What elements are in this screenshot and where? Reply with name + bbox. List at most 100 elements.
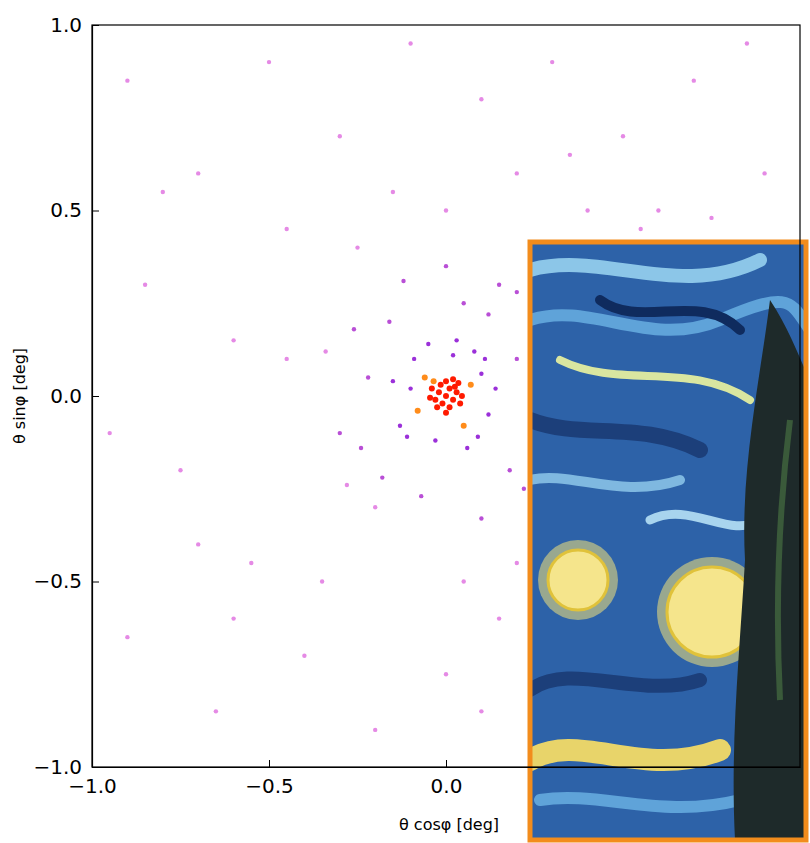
point [178, 468, 182, 472]
point [429, 386, 435, 392]
y-tick: −1.0 [33, 755, 99, 779]
painting-stroke [650, 514, 760, 526]
point [479, 516, 483, 520]
point [433, 438, 437, 442]
point [320, 579, 324, 583]
point [398, 423, 402, 427]
point [373, 728, 377, 732]
painting-star [548, 550, 608, 610]
point [479, 372, 483, 376]
point [108, 431, 112, 435]
point [125, 78, 129, 82]
point [436, 389, 442, 395]
point [468, 382, 474, 388]
painting-stroke [530, 420, 700, 450]
painting-stroke [778, 420, 790, 700]
point [479, 97, 483, 101]
painting-stroke [600, 300, 740, 330]
point [426, 342, 430, 346]
point [515, 561, 519, 565]
point [450, 376, 456, 382]
point [462, 301, 466, 305]
point [431, 378, 437, 384]
point [515, 290, 519, 294]
x-axis: −1.0−0.50.0 [68, 760, 800, 798]
point [161, 190, 165, 194]
point [461, 423, 467, 429]
x-tick: −0.5 [245, 760, 294, 798]
y-tick-label: 1.0 [50, 13, 82, 37]
point [443, 378, 449, 384]
point [231, 338, 235, 342]
point [427, 395, 433, 401]
point [419, 494, 423, 498]
painting-stroke [560, 360, 750, 400]
y-tick-label: 0.5 [50, 198, 82, 222]
point [196, 171, 200, 175]
point [486, 312, 490, 316]
inset-border [530, 242, 806, 840]
point [444, 672, 448, 676]
painting-halo [538, 540, 618, 620]
point [522, 487, 526, 491]
point [415, 408, 421, 414]
point [302, 654, 306, 658]
point [454, 389, 460, 395]
chart: −1.0−0.50.0−1.0−0.50.00.51.0θ cosφ [deg]… [0, 0, 810, 843]
point [432, 397, 438, 403]
x-tick-label: 0.0 [431, 774, 463, 798]
point [373, 505, 377, 509]
y-tick-mark [92, 582, 99, 583]
point [267, 60, 271, 64]
y-tick-mark [92, 396, 99, 397]
y-tick-label: 0.0 [50, 384, 82, 408]
point [355, 245, 359, 249]
point [391, 379, 395, 383]
inset-painting [530, 242, 806, 840]
x-tick: 0.0 [431, 760, 463, 798]
point [444, 208, 448, 212]
point [639, 227, 643, 231]
point [709, 216, 713, 220]
point [214, 709, 218, 713]
point [447, 404, 453, 410]
point [338, 134, 342, 138]
painting-stroke [540, 798, 740, 807]
point [447, 386, 453, 392]
point [405, 435, 409, 439]
painting-stroke [530, 260, 760, 276]
point [451, 353, 455, 357]
point [459, 393, 465, 399]
y-axis-title: θ sinφ [deg] [10, 348, 29, 444]
point [515, 357, 519, 361]
point [352, 327, 356, 331]
point [338, 431, 342, 435]
point [515, 171, 519, 175]
point [455, 380, 461, 386]
point [450, 397, 456, 403]
point [391, 190, 395, 194]
point [285, 227, 289, 231]
point [125, 635, 129, 639]
point [231, 616, 235, 620]
point [486, 412, 490, 416]
y-tick-label: −1.0 [33, 755, 82, 779]
x-tick-mark [269, 760, 270, 767]
point [465, 446, 469, 450]
plot-frame [92, 25, 800, 767]
point [762, 171, 766, 175]
point [408, 386, 412, 390]
painting-stroke [530, 750, 720, 760]
point [359, 446, 363, 450]
x-axis-title: θ cosφ [deg] [399, 815, 499, 834]
point [443, 393, 449, 399]
painting-stroke [530, 478, 680, 487]
point [497, 283, 501, 287]
point [493, 386, 497, 390]
point [454, 338, 458, 342]
point [401, 279, 405, 283]
point [472, 349, 476, 353]
point [443, 410, 449, 416]
point [479, 709, 483, 713]
point [323, 349, 327, 353]
